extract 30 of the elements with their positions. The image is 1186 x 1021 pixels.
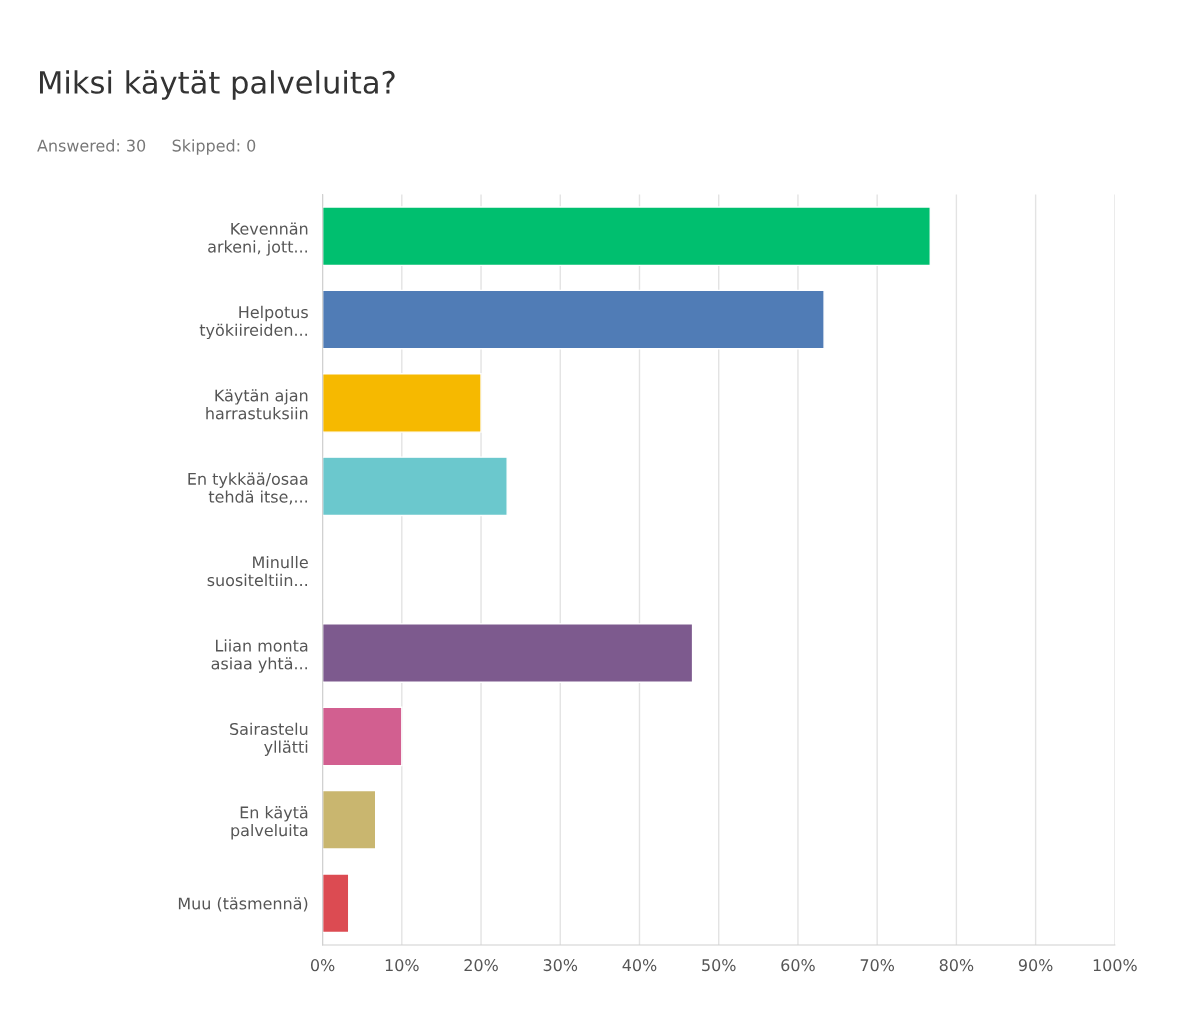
y-tick-label: Minulle suositeltiin... bbox=[207, 555, 308, 587]
x-tick-label: 80% bbox=[939, 959, 974, 972]
y-tick-label: Sairastelu yllätti bbox=[230, 722, 308, 757]
x-tick-label: 30% bbox=[543, 959, 578, 972]
y-tick-label: Kevennän arkeni, jott... bbox=[208, 222, 308, 256]
bar bbox=[322, 373, 482, 433]
y-tick-label: En tykkää/osaa tehdä itse,... bbox=[188, 472, 308, 505]
bar bbox=[322, 623, 694, 683]
y-tick-label: Muu (täsmennä) bbox=[178, 897, 308, 912]
bar bbox=[322, 706, 403, 767]
x-tick-label: 100% bbox=[1093, 959, 1137, 972]
x-tick-label: 70% bbox=[860, 959, 895, 972]
x-tick-label: 20% bbox=[464, 959, 498, 972]
bar bbox=[322, 289, 825, 350]
text: Answered: 30 Skipped: 0 bbox=[37, 139, 256, 155]
y-tick-label: Liian monta asiaa yhtä... bbox=[211, 639, 308, 673]
bar bbox=[322, 206, 931, 267]
x-tick-label: 60% bbox=[781, 959, 815, 972]
bar bbox=[322, 873, 350, 934]
x-tick-label: 40% bbox=[622, 959, 657, 972]
chart-title: Miksi käytät palveluita? bbox=[40, 70, 395, 100]
y-tick-label: En käytä palveluita bbox=[231, 806, 308, 840]
y-tick-label: Käytän ajan harrastuksiin bbox=[206, 389, 308, 420]
bar bbox=[322, 456, 508, 517]
x-tick-label: 90% bbox=[1018, 959, 1053, 972]
x-tick-label: 50% bbox=[702, 959, 736, 972]
x-tick-label: 10% bbox=[385, 959, 419, 972]
y-tick-label: Helpotus työkiireiden... bbox=[199, 305, 308, 340]
bar bbox=[322, 789, 377, 850]
x-tick-label: 0% bbox=[310, 959, 335, 972]
